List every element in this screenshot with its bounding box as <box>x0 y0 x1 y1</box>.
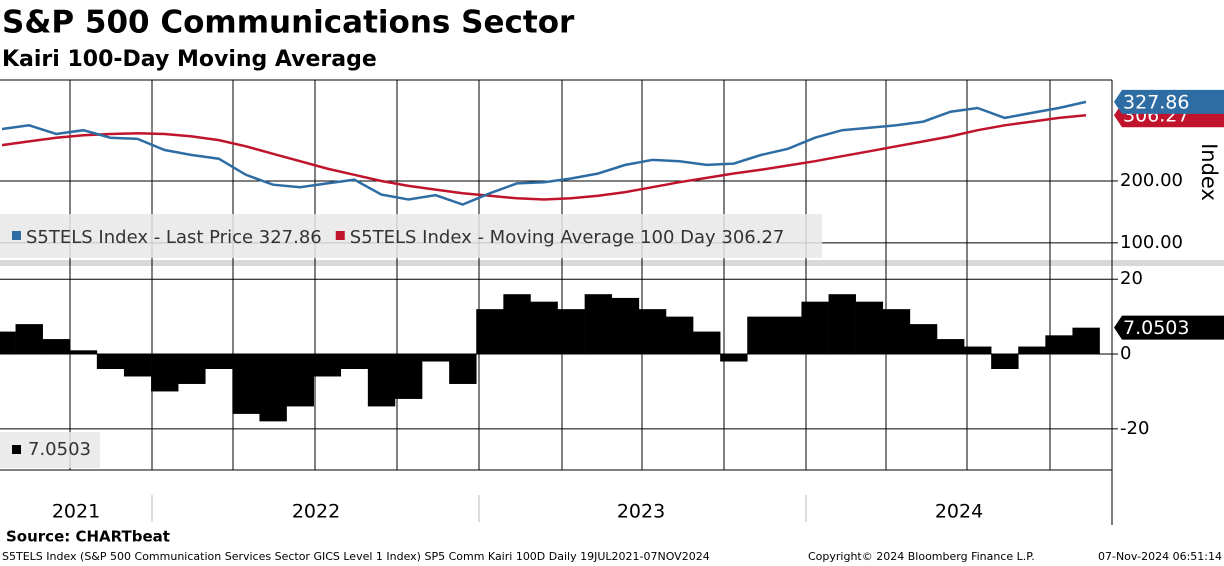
last-value-badge: 327.86 <box>1123 91 1189 113</box>
bar <box>476 309 504 355</box>
bar <box>394 354 423 399</box>
last-value-badge: 7.0503 <box>1123 317 1189 339</box>
bar <box>638 309 667 355</box>
bar <box>1072 327 1100 355</box>
x-tick-label: 2021 <box>52 501 100 523</box>
last-value-badge-bg <box>1114 89 1224 114</box>
legend-swatch <box>335 231 345 240</box>
bar <box>665 316 694 355</box>
bar <box>882 309 911 355</box>
x-tick-label: 2022 <box>292 501 340 523</box>
legend-swatch <box>12 445 21 454</box>
legend-label: S5TELS Index - Moving Average 100 Day 30… <box>350 227 785 248</box>
bar <box>991 354 1019 369</box>
series-line <box>1 100 1087 206</box>
timestamp: 07-Nov-2024 06:51:14 <box>1098 550 1222 563</box>
bar <box>42 339 71 355</box>
copyright: Copyright© 2024 Bloomberg Finance L.P. <box>808 550 1035 563</box>
bar <box>422 354 450 362</box>
bar <box>205 354 233 369</box>
legend-label: S5TELS Index - Last Price 327.86 <box>26 227 322 248</box>
x-tick-label: 2024 <box>935 501 983 523</box>
y-tick-label: -20 <box>1120 418 1149 439</box>
bar <box>340 354 369 369</box>
bar <box>530 301 558 355</box>
bar <box>259 354 287 422</box>
bar <box>178 354 206 384</box>
description: S5TELS Index (S&P 500 Communication Serv… <box>2 550 710 563</box>
last-value-badge-bg <box>1114 315 1224 340</box>
bar <box>720 354 748 362</box>
bar <box>584 294 613 355</box>
bar <box>855 301 884 355</box>
bar <box>1045 335 1073 355</box>
y-axis-label: Index <box>1197 143 1221 201</box>
bar <box>232 354 260 414</box>
panel-separator <box>0 260 1224 266</box>
bar <box>936 339 965 355</box>
legend-label: 7.0503 <box>28 439 91 460</box>
bar <box>557 309 585 355</box>
bar <box>828 294 856 355</box>
bar <box>0 331 16 355</box>
x-tick-label: 2023 <box>617 501 665 523</box>
chart-title: S&P 500 Communications Sector <box>2 5 575 41</box>
bar <box>503 294 531 355</box>
bar <box>909 324 938 355</box>
bar <box>964 346 992 355</box>
bar <box>15 324 43 355</box>
chart-subtitle: Kairi 100-Day Moving Average <box>2 47 377 72</box>
legend-swatch <box>12 231 21 240</box>
bar <box>1018 346 1046 355</box>
y-tick-label: 0 <box>1120 343 1131 364</box>
bar <box>449 354 477 384</box>
bar <box>96 354 125 369</box>
bar <box>611 297 640 355</box>
bar <box>801 301 829 355</box>
bar <box>69 350 98 355</box>
bar <box>367 354 396 407</box>
y-tick-label: 100.00 <box>1120 232 1183 253</box>
bar <box>286 354 314 407</box>
bar <box>123 354 152 377</box>
bar <box>774 316 802 355</box>
bar <box>747 316 775 355</box>
bar <box>313 354 342 377</box>
y-tick-label: 20 <box>1120 268 1143 289</box>
legend-bg <box>0 214 822 258</box>
source: Source: CHARTbeat <box>6 528 170 546</box>
bar <box>693 331 721 355</box>
y-tick-label: 200.00 <box>1120 170 1183 191</box>
series-line <box>1 113 1087 201</box>
bar <box>151 354 179 392</box>
